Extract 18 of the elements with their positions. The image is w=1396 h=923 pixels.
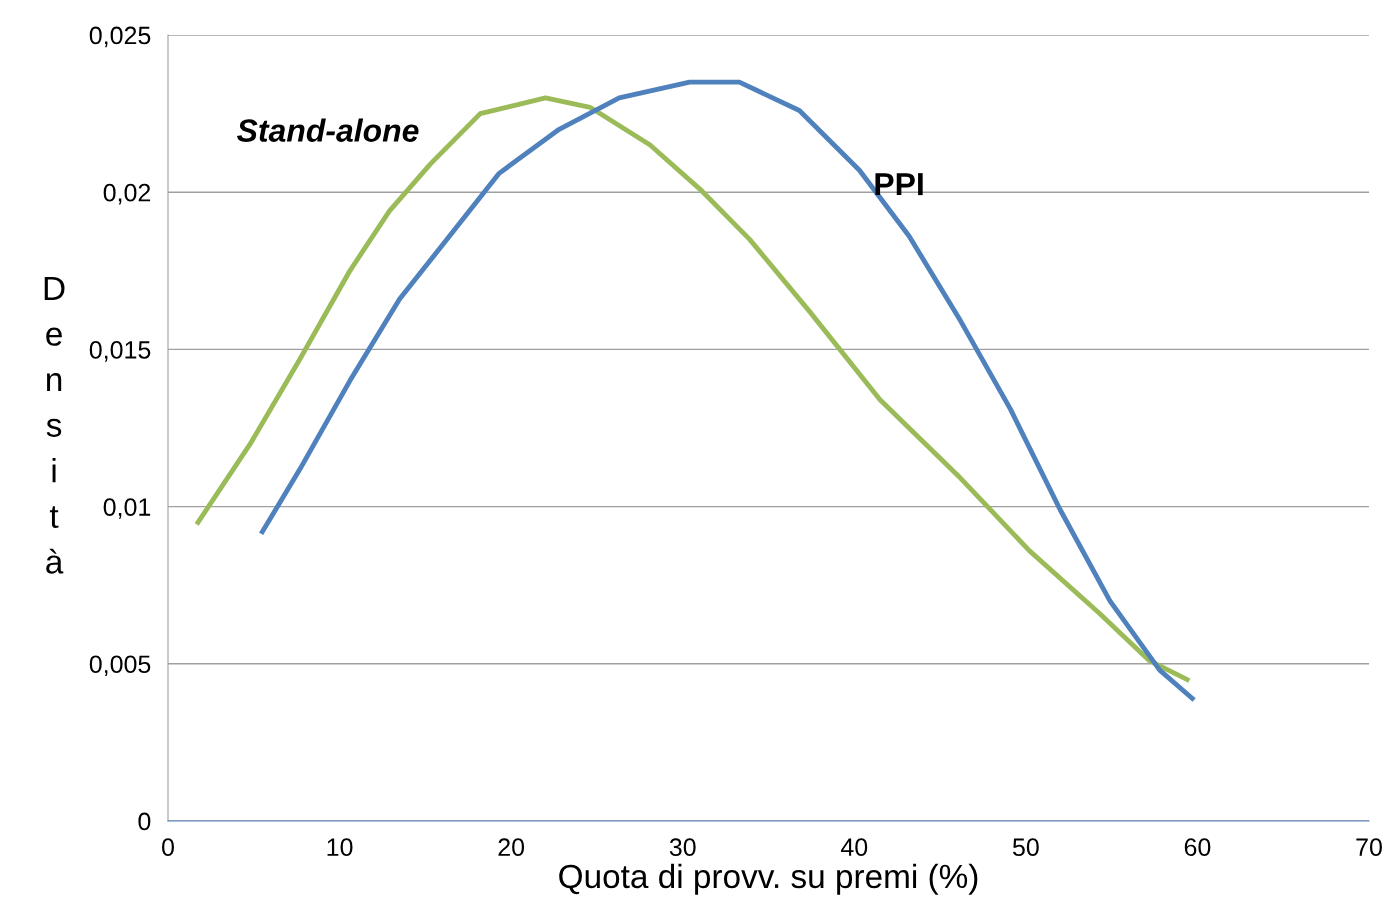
series-label: PPI [875, 173, 923, 196]
series-label: Stand-alone [236, 118, 419, 142]
y-tick-label: 0,02 [103, 183, 151, 205]
y-tick-label: 0,015 [89, 341, 151, 362]
x-tick-label: 70 [1356, 838, 1382, 857]
x-tick-label: 0 [162, 838, 174, 857]
x-tick-label: 30 [669, 838, 696, 857]
y-tick-label: 0,01 [103, 498, 151, 519]
x-tick-label: 40 [840, 838, 868, 857]
y-tick-label: 0 [138, 812, 151, 831]
x-axis-title: Quota di provv. su premi (%) [559, 863, 978, 895]
y-axis-title: Densità [44, 276, 65, 574]
y-tick-label: 0,005 [89, 655, 151, 677]
x-tick-label: 60 [1184, 838, 1211, 857]
x-tick-label: 10 [327, 838, 353, 857]
x-tick-label: 50 [1012, 838, 1039, 857]
y-tick-label: 0,025 [89, 26, 151, 48]
x-tick-label: 20 [498, 838, 525, 857]
